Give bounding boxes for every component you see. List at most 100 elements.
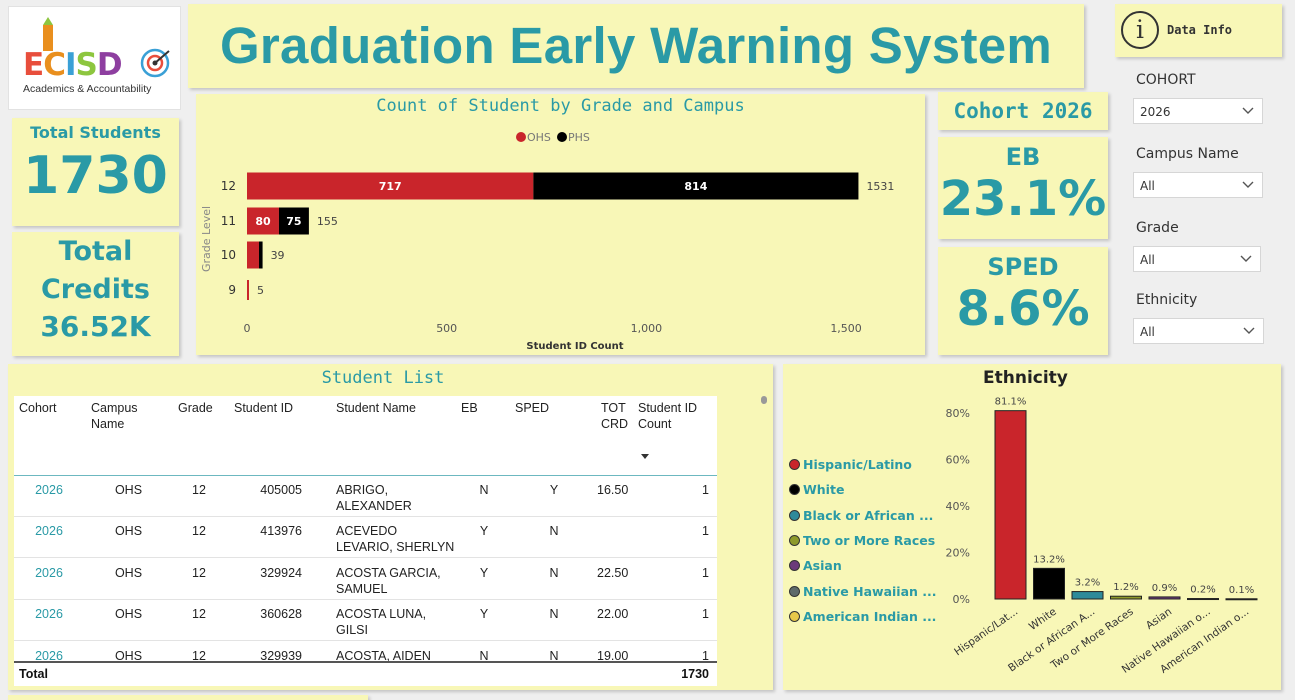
scrollbar-thumb[interactable] [761, 396, 767, 404]
cell-student-name: ACOSTA GARCIA, SAMUEL [336, 565, 441, 596]
table-row[interactable]: 2026 OHS 12 405005 ABRIGO, ALEXANDER N Y 16.50 1 [14, 476, 717, 517]
col-header-student-name[interactable]: Student Name [336, 401, 416, 415]
legend-item[interactable]: Two or More Races [789, 533, 935, 548]
legend-marker [789, 509, 800, 521]
y-axis-label: Grade Level [200, 206, 213, 272]
cell-student-name: ACEVEDO LEVARIO, SHERLYN [336, 524, 455, 555]
title-banner: Graduation Early Warning System [188, 4, 1084, 88]
legend-item[interactable]: Black or African ... [789, 508, 933, 523]
bar-total-label: 155 [317, 215, 338, 228]
cell-student-id: 413976 [260, 524, 302, 539]
bar-segment-phs-grade-10[interactable] [258, 241, 263, 269]
cell-sped: N [549, 565, 559, 580]
cell-student-id-count: 1 [702, 524, 709, 539]
cell-cohort: 2026 [35, 565, 63, 580]
sped-value: 8.6% [956, 281, 1090, 337]
cell-campus: OHS [114, 648, 143, 663]
table-row[interactable]: 2026 OHS 12 329924 ACOSTA GARCIA, SAMUEL Y N 22… [14, 559, 717, 600]
legend-label-ohs: OHS [527, 131, 551, 144]
ethnicity-chart-svg: 0% 20% 40% 60% 80% 81.1% Hispanic/Lat... 13.2% W… [946, 397, 1258, 676]
ethnicity-bar[interactable] [1033, 567, 1065, 600]
legend-item[interactable]: Native Hawaiian ... [789, 584, 937, 599]
table-row[interactable]: 2026 OHS 12 413976 ACEVEDO LEVARIO, SHERLYN Y… [14, 517, 717, 559]
bar-segment-ohs-grade-12[interactable] [247, 172, 534, 200]
header-divider [14, 475, 717, 476]
ethnicity-bar[interactable] [1148, 596, 1181, 600]
col-header-student-id-count[interactable]: Student ID Count [638, 401, 698, 431]
legend-item[interactable]: American Indian ... [789, 609, 936, 624]
cell-sped: N [549, 607, 559, 622]
ethnicity-bar[interactable] [1225, 598, 1258, 601]
data-info-button[interactable]: i Data Info [1115, 4, 1282, 57]
x-axis-label: Student ID Count [526, 341, 623, 352]
slicer-label-ethnicity: Ethnicity [1136, 292, 1198, 308]
cell-eb: Y [479, 607, 489, 622]
cell-eb: Y [479, 524, 489, 539]
grade-campus-chart: Count of Student by Grade and Campus OHS… [196, 94, 925, 355]
cell-campus: OHS [114, 483, 143, 497]
cell-sped: N [549, 648, 559, 663]
legend-item[interactable]: Asian [789, 558, 842, 573]
cell-grade: 12 [192, 565, 206, 580]
y-tick-label: 80% [946, 407, 970, 420]
bar-segment-ohs-grade-10[interactable] [247, 241, 259, 269]
sort-desc-icon[interactable] [641, 454, 649, 460]
col-header-cohort[interactable]: Cohort [19, 401, 57, 415]
cell-student-id: 329939 [260, 648, 302, 663]
table-row[interactable]: 2026 OHS 12 360628 ACOSTA LUNA, GILSI Y N 22.00… [14, 600, 717, 642]
cell-student-name: ACOSTA LUNA, GILSI [336, 607, 427, 638]
bar-data-label: 717 [379, 180, 402, 193]
logo-subtitle: Academics & Accountability [23, 83, 152, 95]
total-students-label: Total Students [30, 123, 161, 142]
bar-segment-ohs-grade-11[interactable] [247, 207, 279, 235]
slicer-dropdown-ethnicity[interactable]: All [1133, 318, 1264, 344]
cell-grade: 12 [192, 648, 206, 663]
slicer-dropdown-cohort[interactable]: 2026 [1133, 98, 1263, 124]
target-icon [140, 48, 170, 78]
slicer-label-campus: Campus Name [1136, 146, 1239, 162]
ethnicity-bar[interactable] [1187, 598, 1219, 601]
ethnicity-bar[interactable] [1110, 595, 1142, 600]
total-credits-label-2: Credits [40, 274, 150, 305]
slicer-value-campus: All [1140, 179, 1155, 193]
info-icon: i [1121, 11, 1159, 49]
y-tick-label: 40% [946, 500, 970, 513]
bar-data-label: 814 [684, 180, 707, 193]
chart-legend: OHS PHS [516, 131, 590, 144]
col-header-sped[interactable]: SPED [515, 401, 550, 415]
bar-data-label: 75 [286, 215, 301, 228]
ethnicity-bar[interactable] [1071, 591, 1104, 600]
chevron-down-icon [1242, 181, 1254, 188]
data-info-label: Data Info [1167, 23, 1233, 37]
cell-student-name: ACOSTA, AIDEN [336, 648, 431, 663]
cell-student-id-count: 1 [702, 607, 709, 622]
col-header-eb[interactable]: EB [461, 401, 478, 415]
slicer-dropdown-grade[interactable]: All [1133, 246, 1261, 272]
cell-student-id-count: 1 [702, 483, 709, 497]
bar-segment-phs-grade-11[interactable] [278, 207, 309, 235]
legend-label: Hispanic/Latino [803, 457, 912, 472]
cell-tot-crd: 19.00 [597, 648, 629, 663]
ethnicity-bar[interactable] [994, 410, 1027, 600]
legend-marker [789, 560, 800, 572]
legend-item[interactable]: Hispanic/Latino [789, 457, 912, 472]
slicer-dropdown-campus[interactable]: All [1133, 172, 1263, 198]
col-header-student-id[interactable]: Student ID [234, 401, 294, 415]
cell-eb: Y [479, 565, 489, 580]
legend-label: Asian [803, 558, 842, 574]
bar-segment-phs-grade-12[interactable] [533, 172, 859, 200]
total-value: 1730 [681, 667, 709, 681]
bar-data-label: 0.2% [1190, 585, 1215, 596]
col-header-grade[interactable]: Grade [178, 401, 213, 415]
slicer-label-cohort: COHORT [1136, 72, 1196, 88]
table-scrollbar[interactable] [761, 396, 767, 686]
total-credits-value: 36.52K [40, 310, 151, 343]
legend-item[interactable]: White [789, 482, 844, 497]
col-header-tot-crd[interactable]: TOT CRD [601, 401, 629, 431]
bar-data-label: 1.2% [1113, 582, 1138, 593]
bar-segment-ohs-grade-9[interactable] [247, 280, 249, 300]
col-header-campus[interactable]: Campus Name [91, 401, 138, 431]
y-tick-label: 10 [221, 248, 236, 262]
bar-data-label: 13.2% [1033, 554, 1065, 565]
student-list-title: Student List [321, 368, 445, 388]
